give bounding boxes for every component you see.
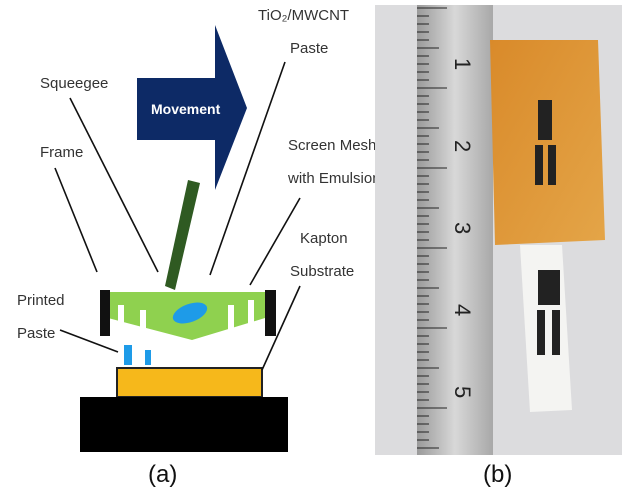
printed-paste [124, 345, 132, 365]
panel-b: (b) 1 2 3 4 5 [375, 5, 622, 488]
kapton-substrate [116, 367, 263, 398]
pointer-lines [54, 61, 301, 371]
movement-arrow [137, 25, 247, 190]
label: Substrate [290, 263, 354, 280]
ruler-number: 1 [450, 58, 475, 70]
label: TiO₂/MWCNT [258, 7, 349, 24]
label: Screen Mesh [288, 137, 376, 154]
label: with Emulsion [287, 170, 381, 187]
mesh-opening [118, 305, 124, 335]
mesh-opening [228, 305, 234, 335]
caption: (b) [483, 461, 512, 488]
frame [265, 290, 276, 336]
mesh-opening [140, 310, 146, 340]
squeegee [165, 180, 200, 290]
ruler [417, 5, 493, 455]
label: Frame [40, 144, 83, 161]
ruler-number: 4 [450, 304, 475, 316]
frame [100, 290, 110, 336]
ruler-number: 3 [450, 222, 475, 234]
sensor-pattern [535, 100, 560, 355]
ruler-number: 5 [450, 386, 475, 398]
base [80, 397, 288, 452]
ruler-ticks [417, 7, 447, 449]
printed-paste [145, 350, 151, 365]
kapton-sensor [490, 40, 605, 245]
caption: (a) [148, 461, 177, 488]
panel-a: Movement (a) TiO₂/MWCNT Paste Squeegee Scre… [17, 7, 381, 488]
mesh-opening [248, 300, 254, 326]
label: Paste [290, 40, 328, 57]
label: Paste [17, 325, 55, 342]
label: Kapton [300, 230, 348, 247]
movement-label: Movement [151, 101, 221, 117]
label: Printed [17, 292, 65, 309]
ruler-number: 2 [450, 140, 475, 152]
label: Squeegee [40, 75, 108, 92]
paste [172, 302, 208, 324]
